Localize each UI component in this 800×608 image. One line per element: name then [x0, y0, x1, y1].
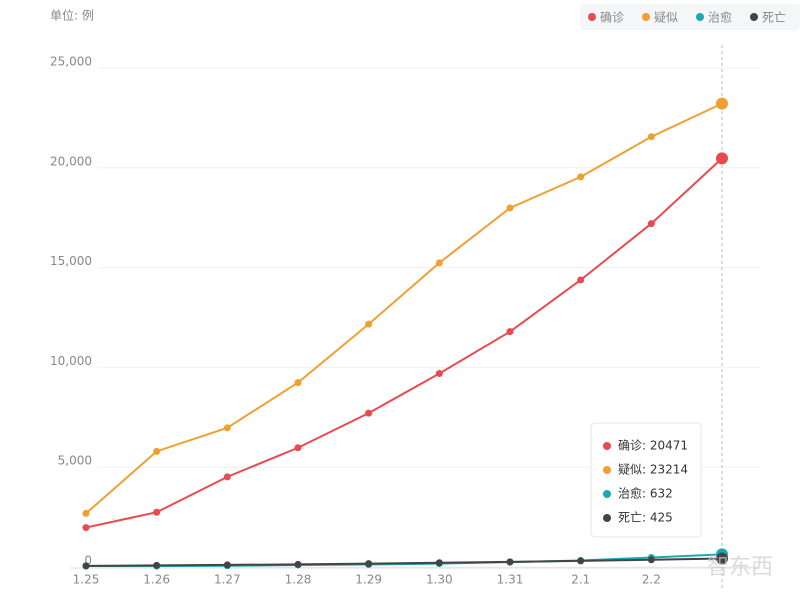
legend-label: 治愈	[708, 10, 732, 25]
data-point	[506, 204, 514, 212]
tooltip-text: 疑似: 23214	[618, 462, 688, 477]
legend-marker	[642, 13, 650, 21]
legend-marker	[750, 13, 758, 21]
data-point	[294, 444, 302, 452]
tooltip-box	[590, 422, 702, 538]
legend: 确诊 疑似 治愈 死亡	[580, 4, 800, 30]
x-tick-label: 1.25	[73, 573, 100, 587]
x-tick-label: 1.27	[214, 573, 241, 587]
data-point	[223, 561, 231, 569]
data-point	[647, 556, 655, 564]
data-point	[153, 447, 161, 455]
data-point	[365, 409, 373, 417]
data-point	[435, 370, 443, 378]
tooltip-marker	[603, 514, 611, 522]
data-point	[82, 524, 90, 532]
tooltip-text: 死亡: 425	[618, 511, 673, 525]
x-tick-label: 1.26	[143, 573, 170, 587]
y-tick-label: 25,000	[50, 55, 92, 69]
data-point	[294, 379, 302, 387]
y-tick-label: 5,000	[58, 454, 92, 468]
legend-bg	[580, 4, 800, 30]
x-tick-label: 2.1	[571, 573, 590, 587]
data-point	[365, 320, 373, 328]
legend-label: 死亡	[762, 11, 786, 25]
legend-label: 确诊	[600, 11, 624, 25]
series-line	[85, 157, 723, 529]
x-tick-label: 1.31	[497, 573, 524, 587]
x-tick-label: 1.29	[355, 573, 382, 587]
x-tick-label: 2.2	[642, 573, 661, 587]
x-tick-label: 1.28	[285, 573, 312, 587]
series-line	[85, 102, 723, 515]
legend-marker	[696, 13, 704, 21]
unit-label: 单位: 例	[50, 8, 94, 23]
tooltip-marker	[603, 442, 611, 450]
y-tick-label: 0	[84, 554, 92, 568]
data-point	[647, 220, 655, 228]
data-point	[365, 560, 373, 568]
data-point	[153, 508, 161, 516]
tooltip-marker	[603, 466, 611, 474]
data-point	[716, 552, 728, 565]
data-point	[153, 561, 161, 569]
data-point	[82, 509, 90, 517]
data-point	[294, 560, 302, 568]
tooltip-marker	[603, 490, 611, 498]
y-tick-label: 15,000	[50, 254, 92, 268]
legend-label: 疑似	[654, 10, 678, 25]
y-tick-label: 20,000	[50, 154, 92, 168]
tooltip-text: 确诊: 20471	[618, 439, 688, 453]
data-point	[577, 173, 585, 181]
data-point	[577, 276, 585, 284]
tooltip: 确诊: 20471 疑似: 23214 治愈: 632 死亡: 425	[590, 422, 702, 538]
watermark: 智东西	[707, 555, 773, 580]
data-point	[223, 473, 231, 481]
series-line	[85, 557, 723, 567]
data-point	[506, 328, 514, 336]
data-point	[577, 557, 585, 565]
data-point	[506, 558, 514, 566]
data-point	[223, 424, 231, 432]
data-point	[716, 97, 728, 110]
data-point	[82, 562, 90, 570]
data-point	[647, 133, 655, 141]
x-tick-label: 1.30	[426, 573, 453, 587]
legend-marker	[588, 13, 596, 21]
tooltip-text: 治愈: 632	[618, 486, 673, 501]
data-point	[435, 559, 443, 567]
data-point	[435, 259, 443, 267]
data-point	[716, 152, 728, 165]
y-tick-label: 10,000	[50, 354, 92, 368]
